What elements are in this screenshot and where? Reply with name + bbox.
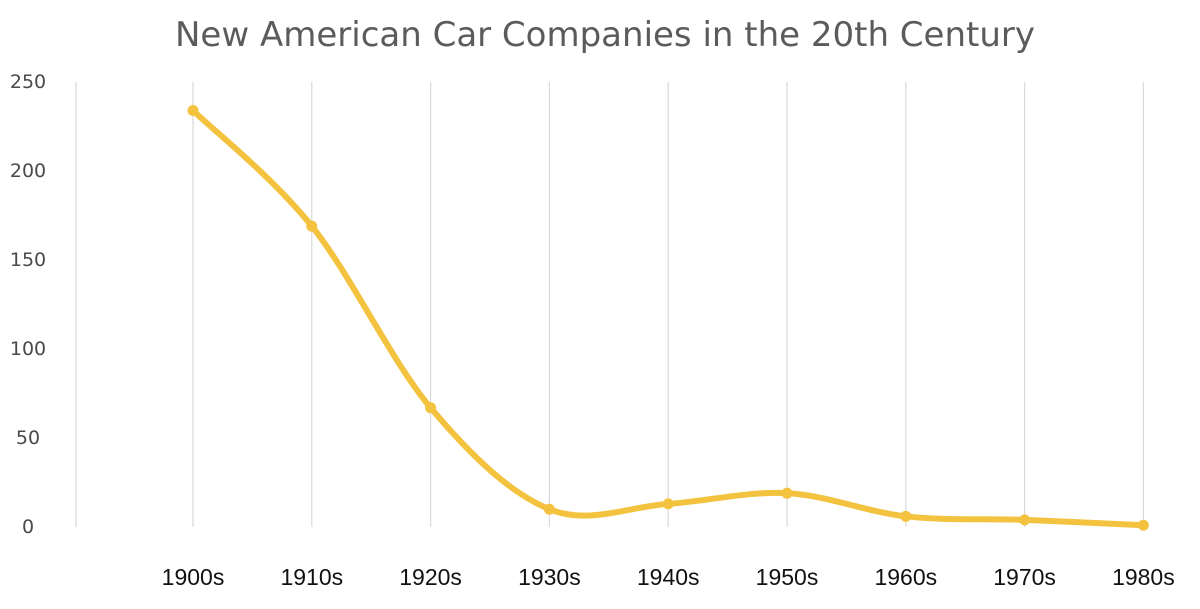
x-tick-label: 1980s bbox=[1112, 564, 1175, 590]
y-tick-label: 50 bbox=[16, 427, 40, 449]
y-tick-label: 250 bbox=[10, 71, 46, 93]
x-tick-label: 1910s bbox=[280, 564, 343, 590]
x-tick-label: 1970s bbox=[993, 564, 1056, 590]
data-point-1960s bbox=[900, 510, 912, 522]
data-point-1970s bbox=[1019, 514, 1031, 526]
data-point-1900s bbox=[187, 104, 199, 116]
y-tick-label: 0 bbox=[22, 516, 34, 538]
series-line bbox=[190, 107, 1147, 529]
x-tick-label: 1950s bbox=[756, 564, 819, 590]
x-tick-label: 1940s bbox=[637, 564, 700, 590]
y-tick-label: 200 bbox=[10, 160, 46, 182]
x-tick-label: 1900s bbox=[162, 564, 225, 590]
y-tick-label: 150 bbox=[10, 249, 46, 271]
y-axis-ticks: 0 50 100 150 200 250 bbox=[10, 71, 46, 538]
data-point-1940s bbox=[662, 498, 674, 510]
chart-title: New American Car Companies in the 20th C… bbox=[175, 15, 1035, 55]
y-tick-label: 100 bbox=[10, 338, 46, 360]
x-tick-label: 1930s bbox=[518, 564, 581, 590]
data-point-1980s bbox=[1137, 519, 1149, 531]
data-point-1910s bbox=[306, 220, 318, 232]
x-axis-ticks: 1900s 1910s 1920s 1930s 1940s 1950s 1960s 1970s… bbox=[162, 564, 1175, 590]
data-point-1950s bbox=[781, 487, 793, 499]
gridlines bbox=[75, 82, 1145, 527]
data-point-1920s bbox=[425, 402, 437, 414]
data-point-1930s bbox=[543, 503, 555, 515]
x-tick-label: 1960s bbox=[874, 564, 937, 590]
x-tick-label: 1920s bbox=[399, 564, 462, 590]
data-series bbox=[187, 104, 1149, 531]
